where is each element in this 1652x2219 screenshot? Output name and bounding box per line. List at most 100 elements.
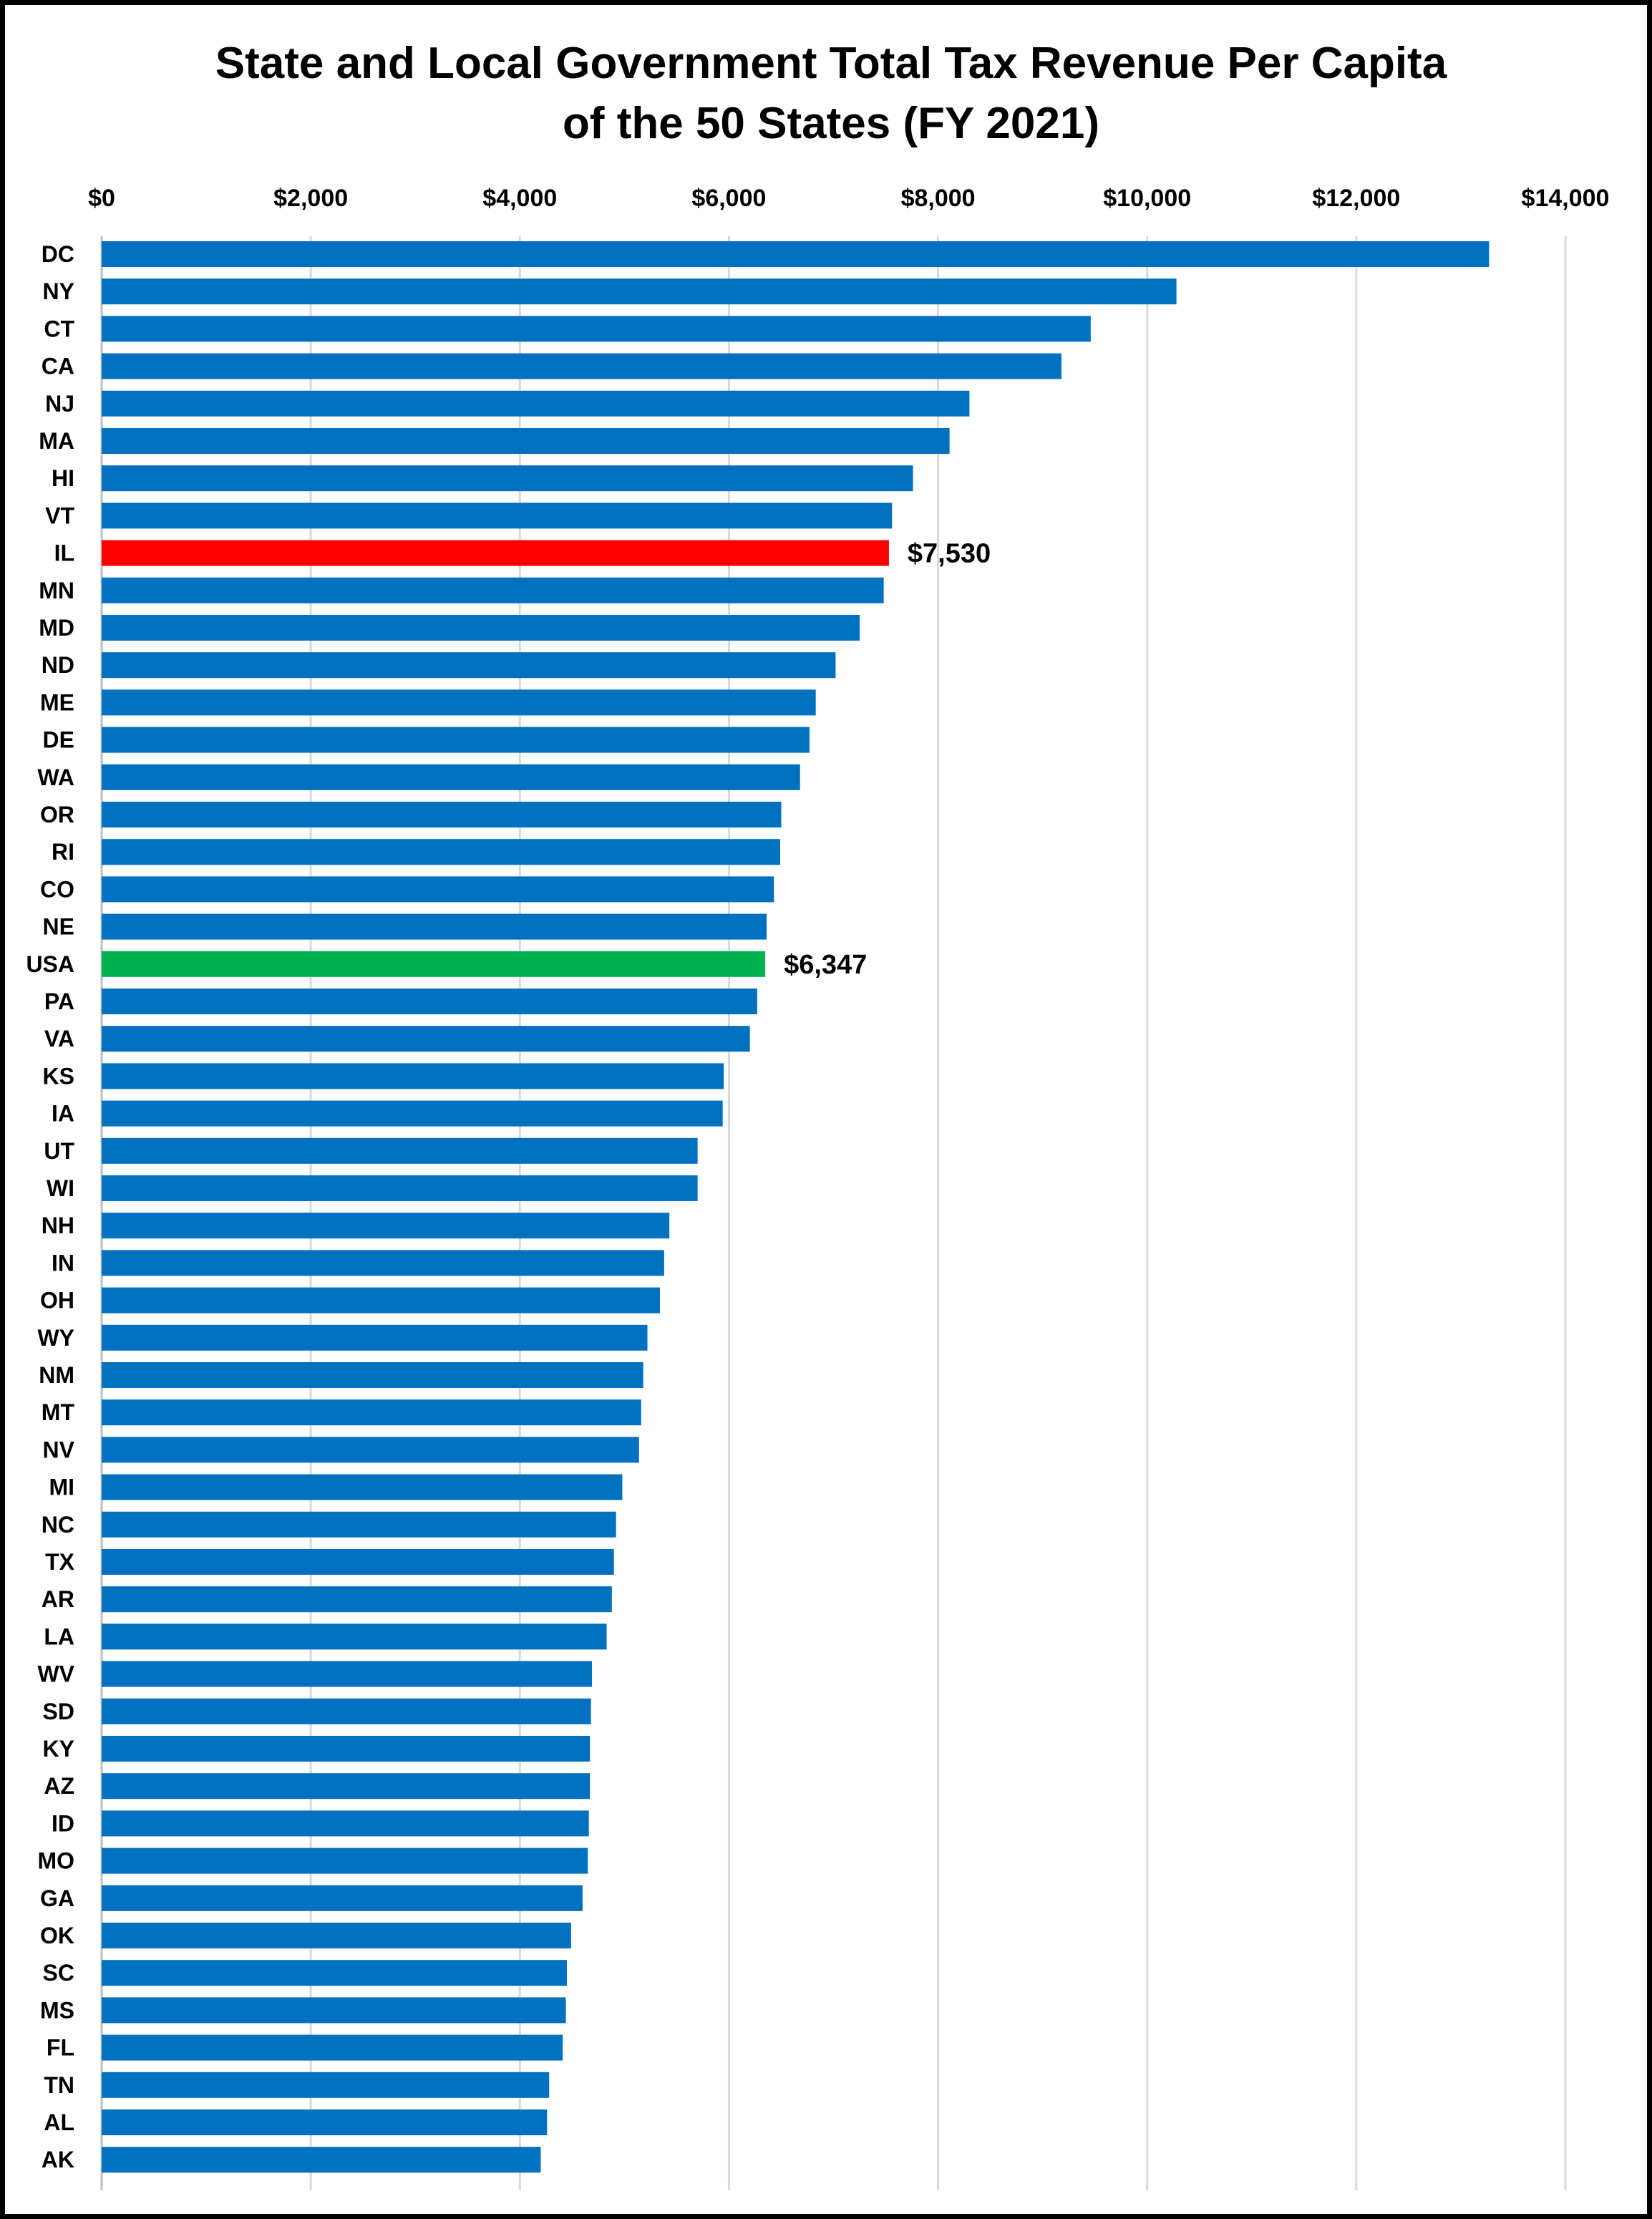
bar-nv bbox=[102, 1437, 639, 1463]
bar-al bbox=[102, 2109, 548, 2135]
bar-fl bbox=[102, 2034, 563, 2061]
bar-tx bbox=[102, 1549, 614, 1575]
category-label-ri: RI bbox=[52, 839, 74, 865]
bar-wi bbox=[102, 1175, 698, 1201]
bar-ma bbox=[102, 428, 950, 454]
bar-la bbox=[102, 1623, 607, 1650]
category-label-id: ID bbox=[52, 1810, 74, 1836]
bar-mi bbox=[102, 1474, 623, 1500]
category-label-ma: MA bbox=[39, 428, 74, 454]
bar-in bbox=[102, 1250, 664, 1276]
category-label-wv: WV bbox=[37, 1661, 74, 1687]
category-label-ne: NE bbox=[43, 914, 74, 940]
category-label-va: VA bbox=[44, 1026, 74, 1052]
bar-sd bbox=[102, 1698, 591, 1724]
bar-vt bbox=[102, 502, 893, 529]
bar-ar bbox=[102, 1586, 612, 1613]
bar-il bbox=[102, 540, 889, 566]
bar-ct bbox=[102, 316, 1091, 342]
data-label-il: $7,530 bbox=[908, 539, 991, 569]
bar-nm bbox=[102, 1362, 643, 1388]
category-label-ms: MS bbox=[40, 1997, 74, 2023]
bar-ks bbox=[102, 1063, 724, 1089]
bar-md bbox=[102, 615, 860, 641]
bar-sc bbox=[102, 1960, 568, 1986]
category-label-ia: IA bbox=[52, 1101, 74, 1127]
x-tick-label-6000: $6,000 bbox=[691, 185, 766, 212]
category-label-ca: CA bbox=[42, 354, 74, 379]
category-label-pa: PA bbox=[44, 989, 74, 1014]
x-tick-label-10000: $10,000 bbox=[1103, 185, 1191, 212]
category-label-tn: TN bbox=[44, 2072, 74, 2098]
category-label-nv: NV bbox=[43, 1437, 75, 1462]
category-label-wi: WI bbox=[47, 1175, 74, 1201]
data-labels: $7,530 $6,347 bbox=[784, 539, 991, 980]
category-label-ar: AR bbox=[42, 1586, 74, 1612]
category-label-nh: NH bbox=[42, 1213, 74, 1238]
x-tick-label-8000: $8,000 bbox=[901, 185, 976, 212]
category-label-tx: TX bbox=[45, 1549, 75, 1575]
category-label-ct: CT bbox=[44, 316, 74, 341]
category-label-mo: MO bbox=[37, 1848, 74, 1874]
category-label-vt: VT bbox=[45, 502, 74, 528]
category-label-dc: DC bbox=[42, 241, 74, 267]
bar-ga bbox=[102, 1885, 583, 1911]
bar-wv bbox=[102, 1661, 593, 1687]
bar-ky bbox=[102, 1736, 591, 1762]
category-label-md: MD bbox=[39, 615, 74, 641]
category-label-usa: USA bbox=[26, 951, 74, 977]
bar-ca bbox=[102, 353, 1061, 379]
bar-wa bbox=[102, 764, 800, 790]
bar-ok bbox=[102, 1923, 571, 1948]
bar-nj bbox=[102, 390, 970, 417]
category-label-mt: MT bbox=[42, 1399, 75, 1425]
category-label-hi: HI bbox=[52, 465, 74, 491]
bar-co bbox=[102, 876, 774, 903]
category-label-in: IN bbox=[52, 1250, 74, 1276]
chart-title-line-2: of the 50 States (FY 2021) bbox=[562, 99, 1100, 148]
category-label-il: IL bbox=[54, 540, 74, 566]
bar-id bbox=[102, 1810, 589, 1837]
category-label-al: AL bbox=[44, 2109, 74, 2135]
bar-me bbox=[102, 689, 816, 716]
bar-usa bbox=[102, 951, 766, 977]
bar-pa bbox=[102, 989, 757, 1014]
category-label-oh: OH bbox=[40, 1288, 74, 1314]
category-label-nj: NJ bbox=[45, 391, 74, 417]
x-tick-label-4000: $4,000 bbox=[482, 185, 557, 212]
bar-de bbox=[102, 727, 810, 753]
bar-nc bbox=[102, 1511, 616, 1538]
x-tick-label-14000: $14,000 bbox=[1522, 185, 1610, 212]
bar-mo bbox=[102, 1847, 588, 1874]
x-tick-label-0: $0 bbox=[88, 185, 115, 212]
chart-title-line-1: State and Local Government Total Tax Rev… bbox=[215, 39, 1447, 88]
bar-mt bbox=[102, 1399, 641, 1426]
category-label-ok: OK bbox=[40, 1923, 74, 1948]
bar-ne bbox=[102, 913, 767, 940]
bar-ny bbox=[102, 278, 1177, 305]
bar-wy bbox=[102, 1324, 648, 1351]
bar-ms bbox=[102, 1997, 566, 2024]
category-label-or: OR bbox=[40, 802, 74, 827]
data-label-usa: $6,347 bbox=[784, 950, 867, 980]
category-label-ak: AK bbox=[42, 2147, 74, 2172]
category-labels: DC NY CT CA NJ MA HI VT IL MN MD ND ME DE WA OR RI CO NE US… bbox=[26, 241, 74, 2172]
category-label-sd: SD bbox=[43, 1699, 74, 1724]
bar-oh bbox=[102, 1287, 661, 1314]
category-label-wa: WA bbox=[37, 764, 74, 790]
bar-dc bbox=[102, 241, 1490, 267]
category-label-nd: ND bbox=[42, 652, 74, 678]
category-label-de: DE bbox=[43, 727, 74, 753]
bar-ut bbox=[102, 1137, 698, 1164]
category-label-ny: NY bbox=[43, 278, 74, 304]
category-label-me: ME bbox=[40, 689, 74, 715]
category-label-ks: KS bbox=[43, 1063, 74, 1089]
category-label-mn: MN bbox=[39, 578, 74, 603]
bar-mn bbox=[102, 577, 884, 603]
bar-tn bbox=[102, 2072, 550, 2098]
category-label-nc: NC bbox=[42, 1512, 74, 1538]
bar-hi bbox=[102, 465, 913, 492]
bar-nh bbox=[102, 1213, 670, 1239]
category-label-az: AZ bbox=[44, 1773, 74, 1799]
